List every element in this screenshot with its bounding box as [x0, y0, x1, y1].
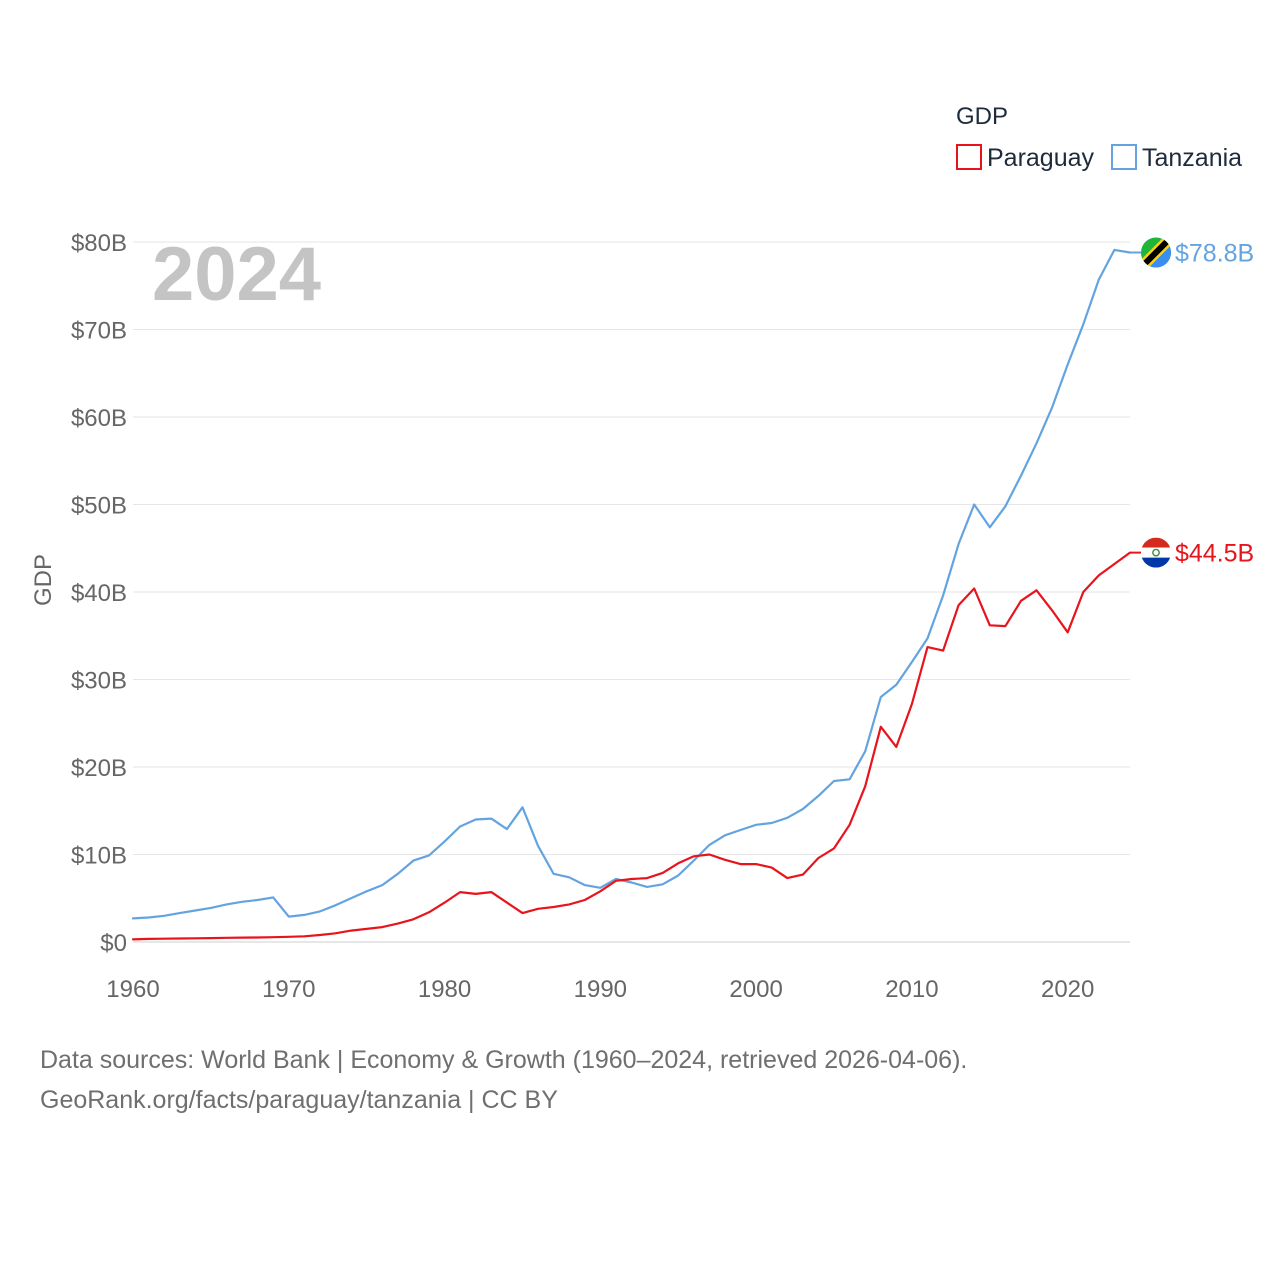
y-tick-label: $10B: [71, 843, 127, 870]
y-tick-label: $40B: [71, 580, 127, 607]
x-tick-label: 1970: [262, 976, 315, 1003]
legend-swatch-tanzania: [1111, 144, 1137, 170]
y-tick-label: $60B: [71, 405, 127, 432]
x-tick-label: 1980: [418, 976, 471, 1003]
y-tick-label: $30B: [71, 668, 127, 695]
end-value-label-tanzania: $78.8B: [1175, 240, 1254, 268]
x-tick-label: 2010: [885, 976, 938, 1003]
series-line-paraguay[interactable]: [131, 551, 1132, 941]
y-tick-label: $50B: [71, 493, 127, 520]
x-tick-label: 1960: [106, 976, 159, 1003]
legend-item-paraguay[interactable]: Paraguay: [956, 144, 1095, 172]
y-tick-label: $80B: [71, 230, 127, 257]
y-tick-label: $20B: [71, 755, 127, 782]
legend-title: GDP: [956, 103, 1008, 130]
y-tick-label: $70B: [71, 318, 127, 345]
footer-sources: Data sources: World Bank | Economy & Gro…: [40, 1046, 968, 1074]
end-markers: $44.5B $78.8B: [1130, 237, 1254, 568]
legend-label-paraguay: Paraguay: [987, 144, 1095, 172]
y-axis-title: GDP: [30, 554, 57, 606]
x-axis: 1960 1970 1980 1990 2000 2010 2020: [106, 976, 1094, 1003]
y-tick-label: $0: [100, 930, 127, 957]
y-axis: $0 $10B $20B $30B $40B $50B $60B $70B $80B: [71, 230, 127, 957]
legend-swatch-paraguay: [956, 144, 982, 170]
legend: GDP Paraguay Tanzania: [956, 103, 1242, 172]
year-label: 2024: [152, 232, 321, 317]
x-tick-label: 2000: [729, 976, 782, 1003]
gdp-line-chart: $0$10B$20B$30B$40B$50B$60B$70B$80B 1960 1…: [30, 103, 1254, 1003]
x-tick-label: 2020: [1041, 976, 1094, 1003]
legend-label-tanzania: Tanzania: [1142, 144, 1242, 172]
series-lines: [131, 248, 1132, 941]
paraguay-flag-icon: [1141, 537, 1171, 568]
end-value-label-paraguay: $44.5B: [1175, 540, 1254, 568]
x-tick-label: 1990: [574, 976, 627, 1003]
legend-item-tanzania[interactable]: Tanzania: [1111, 144, 1242, 172]
series-line-tanzania[interactable]: [131, 248, 1132, 920]
gridlines: [133, 241, 1130, 943]
tanzania-flag-icon: [1141, 237, 1171, 268]
footer-attribution[interactable]: GeoRank.org/facts/paraguay/tanzania | CC…: [40, 1086, 558, 1114]
